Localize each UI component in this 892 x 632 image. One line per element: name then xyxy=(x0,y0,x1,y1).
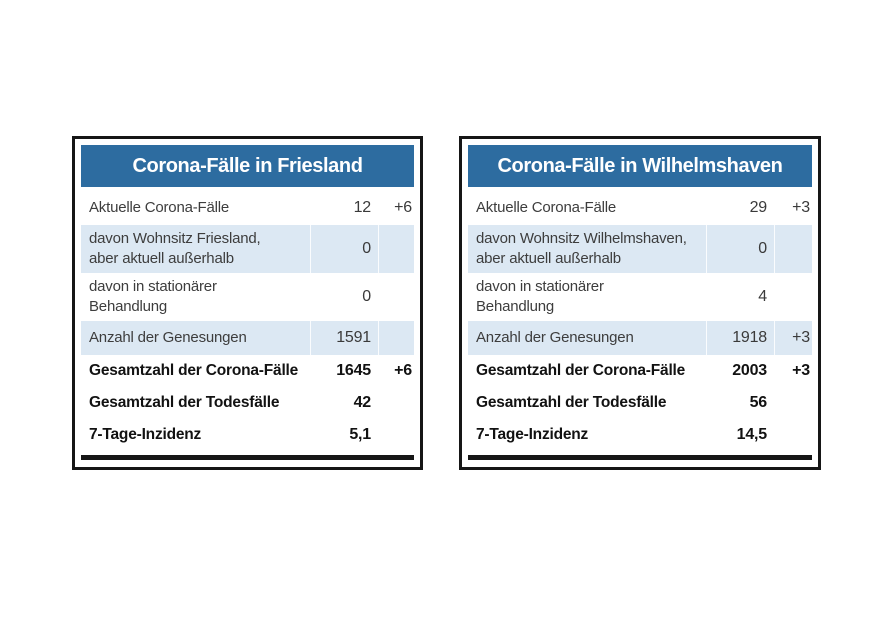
row-value: 1918 xyxy=(706,321,774,355)
row-label: davon in stationärer Behandlung xyxy=(476,277,604,315)
stat-row-wohnsitz-ausserhalb: davon Wohnsitz Friesland, aber aktuell a… xyxy=(81,225,414,273)
stat-row-7-tage-inzidenz: 7-Tage-Inzidenz 5,1 xyxy=(81,419,414,451)
row-delta xyxy=(378,225,414,273)
row-value: 29 xyxy=(749,199,768,216)
row-label: 7-Tage-Inzidenz xyxy=(476,425,589,443)
row-label: davon Wohnsitz Wilhelmshaven, aber aktue… xyxy=(476,229,687,267)
row-label: Aktuelle Corona-Fälle xyxy=(476,198,617,216)
stat-row-7-tage-inzidenz: 7-Tage-Inzidenz 14,5 xyxy=(468,419,812,451)
bottom-rule xyxy=(81,455,414,460)
row-label: davon in stationärer Behandlung xyxy=(89,277,217,315)
row-value: 4 xyxy=(758,288,767,305)
stat-row-stationaere-behandlung: davon in stationärer Behandlung 0 xyxy=(81,273,414,321)
row-label: davon Wohnsitz Friesland, aber aktuell a… xyxy=(89,229,261,267)
stat-row-aktuelle-faelle: Aktuelle Corona-Fälle 12 +6 xyxy=(81,191,414,225)
row-value: 1591 xyxy=(310,321,378,355)
row-value: 0 xyxy=(706,225,774,273)
row-value: 56 xyxy=(749,394,768,411)
row-label: Gesamtzahl der Corona-Fälle xyxy=(89,361,299,379)
row-value: 2003 xyxy=(732,362,767,379)
row-delta: +3 xyxy=(792,362,810,379)
row-delta: +6 xyxy=(394,362,412,379)
row-label: Gesamtzahl der Todesfälle xyxy=(89,393,280,411)
stat-row-wohnsitz-ausserhalb: davon Wohnsitz Wilhelmshaven, aber aktue… xyxy=(468,225,812,273)
row-delta xyxy=(378,273,414,321)
row-delta xyxy=(378,387,414,419)
row-value: 0 xyxy=(310,225,378,273)
row-label: Gesamtzahl der Corona-Fälle xyxy=(476,361,686,379)
corona-table-wilhelmshaven: Corona-Fälle in Wilhelmshaven Aktuelle C… xyxy=(459,136,821,470)
row-delta: +3 xyxy=(774,321,812,355)
row-label: Anzahl der Genesungen xyxy=(476,328,634,346)
stat-row-todesfaelle: Gesamtzahl der Todesfälle 42 xyxy=(81,387,414,419)
row-label: Anzahl der Genesungen xyxy=(89,328,247,346)
row-delta xyxy=(774,419,812,451)
row-delta xyxy=(378,321,414,355)
row-label: 7-Tage-Inzidenz xyxy=(89,425,202,443)
row-value: 12 xyxy=(353,199,372,216)
bottom-rule xyxy=(468,455,812,460)
table-title-wilhelmshaven: Corona-Fälle in Wilhelmshaven xyxy=(468,145,812,187)
row-value: 1645 xyxy=(336,362,371,379)
row-value: 14,5 xyxy=(736,426,768,443)
row-delta: +6 xyxy=(394,199,412,216)
stat-row-genesungen: Anzahl der Genesungen 1918 +3 xyxy=(468,321,812,355)
stat-row-aktuelle-faelle: Aktuelle Corona-Fälle 29 +3 xyxy=(468,191,812,225)
stat-row-stationaere-behandlung: davon in stationärer Behandlung 4 xyxy=(468,273,812,321)
stat-row-gesamtzahl-faelle: Gesamtzahl der Corona-Fälle 1645 +6 xyxy=(81,355,414,387)
row-label: Gesamtzahl der Todesfälle xyxy=(476,393,667,411)
table-title-friesland: Corona-Fälle in Friesland xyxy=(81,145,414,187)
table-body: Aktuelle Corona-Fälle 29 +3 davon Wohnsi… xyxy=(468,191,812,451)
row-delta xyxy=(774,225,812,273)
row-delta xyxy=(378,419,414,451)
stat-row-todesfaelle: Gesamtzahl der Todesfälle 56 xyxy=(468,387,812,419)
row-delta xyxy=(774,387,812,419)
row-delta xyxy=(774,273,812,321)
table-body: Aktuelle Corona-Fälle 12 +6 davon Wohnsi… xyxy=(81,191,414,451)
stat-row-genesungen: Anzahl der Genesungen 1591 xyxy=(81,321,414,355)
row-value: 42 xyxy=(353,394,372,411)
row-delta: +3 xyxy=(792,199,810,216)
stat-row-gesamtzahl-faelle: Gesamtzahl der Corona-Fälle 2003 +3 xyxy=(468,355,812,387)
row-value: 5,1 xyxy=(349,426,371,443)
corona-table-friesland: Corona-Fälle in Friesland Aktuelle Coron… xyxy=(72,136,423,470)
row-label: Aktuelle Corona-Fälle xyxy=(89,198,230,216)
row-value: 0 xyxy=(362,288,371,305)
